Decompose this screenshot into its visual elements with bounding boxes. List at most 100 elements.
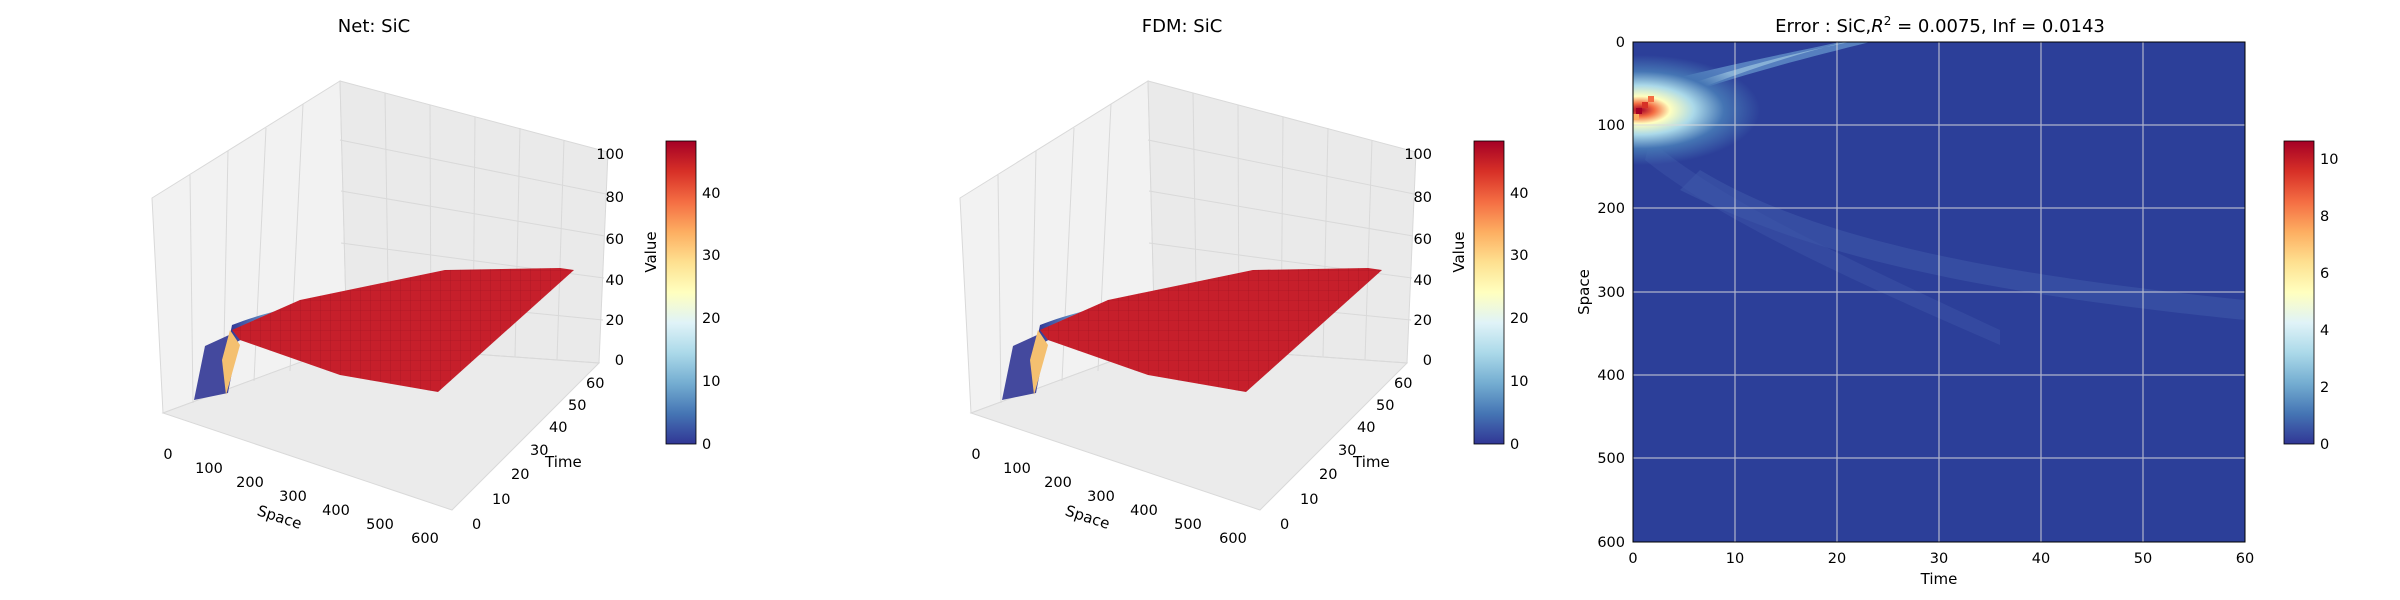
fdm-x-tick: 400: [1130, 503, 1158, 519]
fdm-y-tick: 20: [1319, 467, 1337, 483]
net-3d-axes: 0 100 200 300 400 500 600 Space 0 10 20 …: [151, 80, 720, 547]
net-z-tick: 40: [606, 273, 624, 289]
fdm-colorbar: 0 10 20 30 40: [1473, 140, 1528, 453]
net-z-tick: 100: [596, 147, 624, 163]
net-x-tick: 200: [236, 475, 264, 491]
fdm-z-tick: 40: [1414, 273, 1432, 289]
net-cbar-tick: 30: [702, 248, 720, 264]
net-plot-title: Net: SiC: [338, 16, 410, 37]
error-title-suffix: = 0.0075, Inf = 0.0143: [1891, 16, 2105, 37]
net-y-tick: 40: [549, 420, 567, 436]
fdm-surface: [1002, 268, 1382, 400]
error-x-tick: 20: [1828, 551, 1846, 567]
fdm-y-tick: 50: [1376, 398, 1394, 414]
net-surface-plot: Net: SiC 0 100 200 300 400 500 600 Space…: [151, 16, 720, 547]
error-cbar-tick: 0: [2320, 437, 2329, 453]
error-y-label: Space: [1575, 269, 1593, 315]
net-x-label: Space: [255, 502, 304, 533]
net-y-tick: 50: [568, 398, 586, 414]
fdm-cbar-tick: 20: [1510, 311, 1528, 327]
net-z-tick: 60: [606, 232, 624, 248]
fdm-z-ticks: 0 20 40 60 80 100: [1404, 147, 1432, 369]
fdm-x-ticks: 0 100 200 300 400 500 600: [971, 447, 1246, 547]
error-y-tick: 400: [1597, 368, 1625, 384]
error-y-tick: 200: [1597, 201, 1625, 217]
error-cbar-tick: 2: [2320, 380, 2329, 396]
fdm-z-tick: 0: [1423, 353, 1432, 369]
net-z-ticks: 0 20 40 60 80 100: [596, 147, 624, 369]
net-z-tick: 0: [615, 353, 624, 369]
fdm-x-label: Space: [1063, 502, 1112, 533]
fdm-y-label: Time: [1352, 453, 1390, 471]
net-z-tick: 20: [606, 313, 624, 329]
error-x-tick: 40: [2032, 551, 2050, 567]
fdm-z-tick: 60: [1414, 232, 1432, 248]
error-title-prefix: Error : SiC,: [1775, 16, 1871, 37]
error-x-tick: 0: [1628, 551, 1637, 567]
net-x-tick: 0: [163, 447, 172, 463]
net-z-label: Value: [642, 231, 660, 272]
error-title-r: R: [1871, 16, 1884, 37]
error-x-tick: 50: [2134, 551, 2152, 567]
error-grid: [1633, 42, 2245, 542]
net-colorbar: 0 10 20 30 40: [665, 140, 720, 453]
fdm-x-tick: 0: [971, 447, 980, 463]
error-y-tick: 300: [1597, 285, 1625, 301]
fdm-3d-axes: 0 100 200 300 400 500 600 Space 0 10 20 …: [959, 80, 1528, 547]
net-y-ticks: 0 10 20 30 40 50 60: [472, 376, 604, 533]
net-z-tick: 80: [606, 190, 624, 206]
fdm-y-tick: 60: [1394, 376, 1412, 392]
net-y-tick: 60: [586, 376, 604, 392]
error-heatmap-plot: Error : SiC,R 2 = 0.0075, Inf = 0.0143: [1575, 14, 2338, 588]
error-y-tick: 500: [1597, 451, 1625, 467]
error-x-tick: 60: [2236, 551, 2254, 567]
fdm-y-tick: 0: [1280, 517, 1289, 533]
net-y-tick: 20: [511, 467, 529, 483]
net-x-tick: 400: [322, 503, 350, 519]
net-cbar-tick: 10: [702, 374, 720, 390]
fdm-cbar-tick: 30: [1510, 248, 1528, 264]
net-x-tick: 500: [366, 517, 394, 533]
net-cbar-tick: 0: [702, 437, 711, 453]
error-colorbar-gradient: [2283, 140, 2315, 445]
error-x-tick: 30: [1930, 551, 1948, 567]
net-colorbar-gradient: [665, 140, 697, 445]
error-plot-title: Error : SiC,R2 = 0.0075, Inf = 0.0143: [1775, 14, 2105, 37]
fdm-z-tick: 100: [1404, 147, 1432, 163]
error-cbar-tick: 10: [2320, 152, 2338, 168]
net-x-ticks: 0 100 200 300 400 500 600: [163, 447, 438, 547]
fdm-y-tick: 30: [1338, 443, 1356, 459]
error-cbar-tick: 8: [2320, 209, 2329, 225]
net-x-tick: 300: [279, 489, 307, 505]
net-y-label: Time: [544, 453, 582, 471]
net-surface: [194, 268, 574, 400]
net-cbar-tick: 20: [702, 311, 720, 327]
fdm-y-ticks: 0 10 20 30 40 50 60: [1280, 376, 1412, 533]
net-y-tick: 30: [530, 443, 548, 459]
fdm-plot-title: FDM: SiC: [1142, 16, 1223, 37]
error-cbar-tick: 6: [2320, 266, 2329, 282]
fdm-surface-plot: FDM: SiC 0 100 200 300 400 500 600 Space…: [959, 16, 1528, 547]
error-axes-frame: [1632, 41, 2246, 543]
fdm-cbar-tick: 40: [1510, 186, 1528, 202]
error-x-tick: 10: [1726, 551, 1744, 567]
fdm-x-tick: 500: [1174, 517, 1202, 533]
fdm-x-tick: 600: [1219, 531, 1247, 547]
fdm-x-tick: 300: [1087, 489, 1115, 505]
error-y-tick: 0: [1616, 35, 1625, 51]
error-cbar-tick: 4: [2320, 323, 2329, 339]
error-y-ticks: 0 100 200 300 400 500 600: [1597, 35, 1625, 551]
error-colorbar: 0 2 4 6 8 10: [2283, 140, 2338, 453]
net-x-tick: 100: [195, 461, 223, 477]
error-y-tick: 100: [1597, 118, 1625, 134]
fdm-colorbar-gradient: [1473, 140, 1505, 445]
fdm-y-tick: 10: [1300, 492, 1318, 508]
fdm-x-tick: 100: [1003, 461, 1031, 477]
fdm-z-tick: 20: [1414, 313, 1432, 329]
fdm-cbar-tick: 0: [1510, 437, 1519, 453]
error-y-tick: 600: [1597, 535, 1625, 551]
fdm-y-tick: 40: [1357, 420, 1375, 436]
net-y-tick: 0: [472, 517, 481, 533]
fdm-x-tick: 200: [1044, 475, 1072, 491]
